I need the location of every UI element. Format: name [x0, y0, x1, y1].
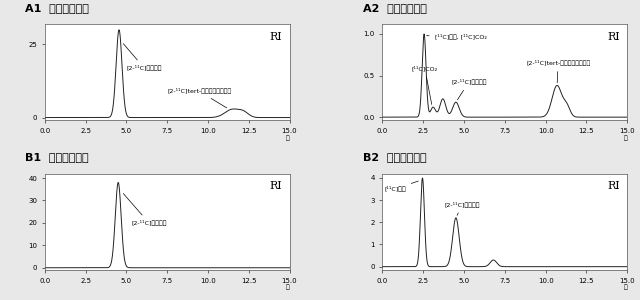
Text: [2-¹¹C]アセトン: [2-¹¹C]アセトン [124, 194, 167, 226]
Text: RI: RI [269, 32, 282, 42]
Text: [2-¹¹C]アセトン: [2-¹¹C]アセトン [124, 44, 162, 71]
Text: [¹¹C]酢酸: [¹¹C]酢酸 [384, 181, 418, 192]
Text: A1  第二反応容器: A1 第二反応容器 [25, 3, 89, 13]
Text: 分: 分 [623, 284, 627, 290]
Text: [2-¹¹C]tert-ブチルアルコール: [2-¹¹C]tert-ブチルアルコール [526, 60, 590, 83]
Text: [¹¹C]酢酸, [¹¹C]CO₂: [¹¹C]酢酸, [¹¹C]CO₂ [426, 34, 486, 40]
Text: RI: RI [269, 181, 282, 191]
Text: 分: 分 [285, 135, 289, 140]
Text: A2  第一反応容器: A2 第一反応容器 [363, 3, 427, 13]
Text: 分: 分 [623, 135, 627, 140]
Text: 分: 分 [285, 284, 289, 290]
Text: B1  第二反応容器: B1 第二反応容器 [25, 152, 89, 162]
Text: [¹¹C]CO₂: [¹¹C]CO₂ [412, 66, 438, 104]
Text: [2-¹¹C]アセトン: [2-¹¹C]アセトン [445, 202, 480, 215]
Text: [2-¹¹C]tert-ブチルアルコール: [2-¹¹C]tert-ブチルアルコール [167, 88, 232, 108]
Text: RI: RI [607, 32, 620, 42]
Text: [2-¹¹C]アセトン: [2-¹¹C]アセトン [451, 79, 486, 100]
Text: RI: RI [607, 181, 620, 191]
Text: B2  第一反応容器: B2 第一反応容器 [363, 152, 426, 162]
